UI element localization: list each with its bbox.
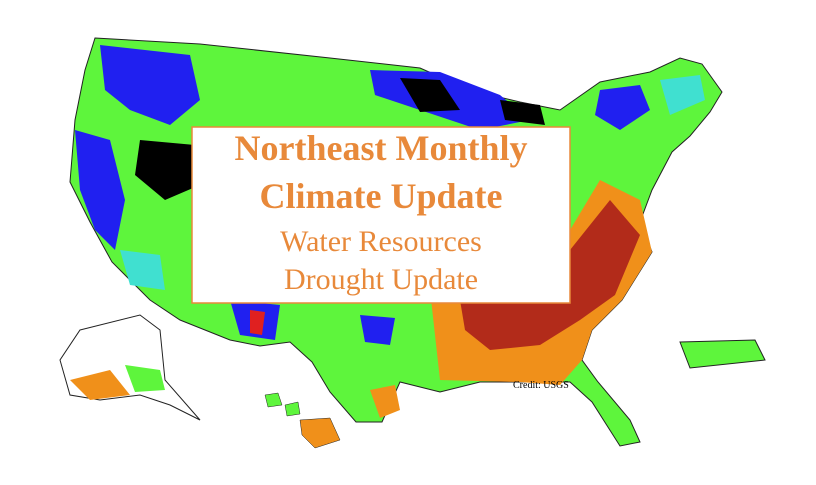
puerto-rico bbox=[679, 339, 766, 369]
subtitle-line: Water Resources bbox=[280, 225, 482, 258]
hawaii-2 bbox=[264, 392, 283, 408]
blue-coast bbox=[75, 130, 125, 250]
blue-tx bbox=[360, 315, 395, 345]
credit: Credit: USGS bbox=[513, 380, 569, 391]
title-line: Climate Update bbox=[260, 176, 503, 216]
orange-tx bbox=[370, 385, 400, 418]
cyan-ne bbox=[660, 75, 705, 115]
subtitle-line: Drought Update bbox=[284, 263, 478, 296]
cyan-west bbox=[120, 250, 165, 290]
blue-ne bbox=[595, 85, 650, 130]
alaska-orange bbox=[70, 370, 130, 400]
alaska-green bbox=[125, 365, 165, 392]
hawaii-3 bbox=[284, 401, 301, 417]
red-sw bbox=[250, 310, 265, 335]
hawaii bbox=[299, 417, 341, 449]
title-line: Northeast Monthly bbox=[235, 128, 528, 168]
blue-nw bbox=[100, 45, 200, 125]
black-north bbox=[400, 78, 460, 112]
black-west bbox=[135, 140, 200, 200]
title-box bbox=[191, 126, 571, 304]
black-north2 bbox=[500, 100, 545, 125]
